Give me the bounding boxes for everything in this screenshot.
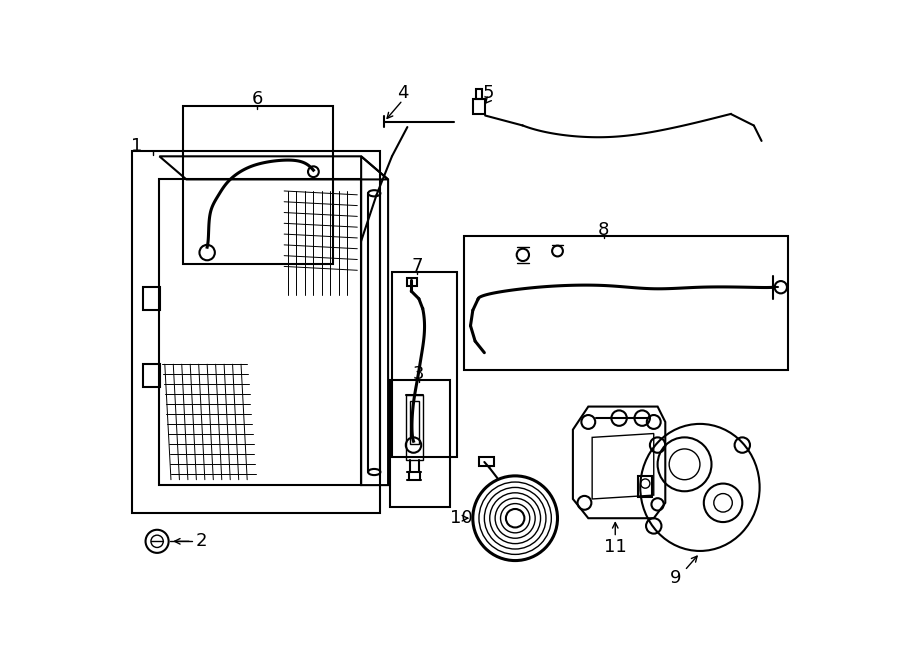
Bar [479,457,494,466]
Bar [476,89,482,98]
Bar [472,98,485,114]
Text: 8: 8 [598,221,609,239]
Bar [391,379,451,507]
Bar [183,106,333,264]
Text: 4: 4 [397,84,409,102]
Ellipse shape [368,469,381,475]
Bar [410,401,418,444]
Bar [464,235,788,370]
Text: 2: 2 [195,532,207,551]
Bar [638,476,652,498]
Text: 6: 6 [251,90,263,108]
Bar [143,364,160,387]
Bar [406,395,423,461]
Ellipse shape [368,190,381,196]
Text: 3: 3 [413,366,425,383]
Bar [143,288,160,310]
Text: 10: 10 [450,509,472,527]
Text: 1: 1 [130,137,142,155]
Text: 5: 5 [482,84,494,102]
Bar [408,278,417,286]
Text: 11: 11 [604,537,626,556]
Text: 9: 9 [670,569,681,587]
Text: 7: 7 [411,257,423,276]
Bar [392,272,457,457]
Bar [131,151,381,513]
Circle shape [506,509,525,527]
